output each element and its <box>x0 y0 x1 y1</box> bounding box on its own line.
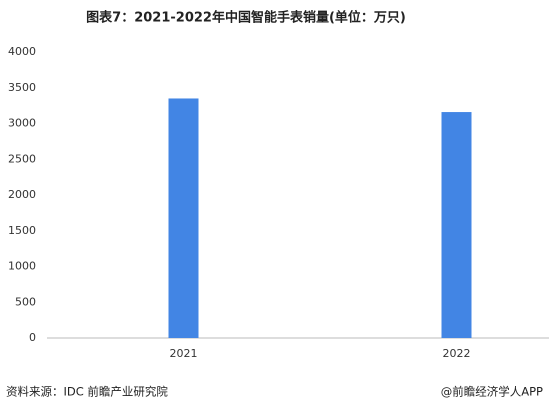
bar <box>441 112 472 338</box>
y-tick-label: 1000 <box>8 260 36 273</box>
x-tick-label: 2021 <box>170 347 198 360</box>
y-tick-label: 1500 <box>8 224 36 237</box>
y-tick-label: 0 <box>29 331 36 344</box>
x-tick-label: 2022 <box>443 347 471 360</box>
y-tick-label: 500 <box>15 295 36 308</box>
source: 资料来源：IDC 前瞻产业研究院 <box>6 385 168 399</box>
y-tick-label: 2000 <box>8 188 36 201</box>
y-tick-label: 2500 <box>8 152 36 165</box>
y-tick-label: 4000 <box>8 45 36 58</box>
bar <box>168 98 199 338</box>
chart-title: 图表7：2021-2022年中国智能手表销量(单位：万只) <box>86 10 406 26</box>
credit: @前瞻经济学人APP <box>441 385 543 399</box>
y-tick-label: 3000 <box>8 117 36 130</box>
y-tick-label: 3500 <box>8 81 36 94</box>
